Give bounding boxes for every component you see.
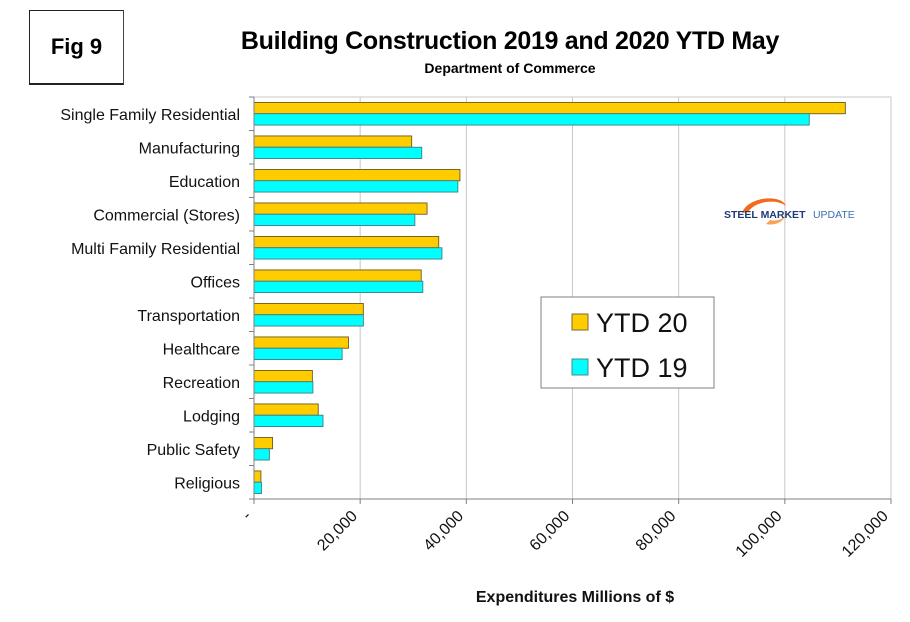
category-label: Religious — [174, 475, 240, 492]
category-label: Offices — [191, 274, 241, 291]
bar-ytd19 — [253, 314, 364, 327]
logo-swoosh-lower-icon — [766, 212, 787, 225]
bar-ytd20 — [253, 269, 422, 282]
bar-ytd20 — [253, 235, 440, 249]
bar-ytd19 — [253, 381, 314, 394]
legend-box — [540, 296, 715, 389]
legend-label-ytd20: YTD 20 — [596, 308, 688, 338]
bar-ytd19 — [253, 448, 270, 461]
category-label: Transportation — [137, 308, 240, 325]
figure-label: Fig 9 — [50, 34, 103, 59]
chart-subtitle: Department of Commerce — [424, 60, 596, 76]
bar-ytd20 — [253, 403, 319, 416]
category-label: Healthcare — [163, 341, 240, 358]
bar-ytd19 — [253, 280, 424, 294]
svg-text:STEEL MARKET UPDATE: STEEL MARKET UPDATE — [724, 205, 855, 222]
bar-ytd20 — [253, 470, 262, 483]
legend: YTD 20 YTD 19 — [540, 296, 715, 389]
bar-ytd19 — [253, 414, 324, 428]
legend-swatch-ytd20 — [571, 313, 589, 331]
axes — [249, 96, 892, 504]
bar-ytd20 — [253, 202, 428, 215]
bar-ytd19 — [253, 146, 423, 160]
logo-text-bold: STEEL MARKET — [724, 209, 806, 221]
category-label: Single Family Residential — [60, 107, 240, 124]
bar-ytd20 — [253, 370, 313, 383]
x-tick-labels: - 20,000 40,000 60,000 80,000 100,000 120,000 — [239, 508, 892, 561]
x-tick-label: 60,000 — [527, 508, 574, 555]
x-tick-label: - — [239, 508, 255, 524]
legend-swatch-ytd19 — [571, 358, 589, 376]
chart-title: Building Construction 2019 and 2020 YTD … — [240, 27, 780, 55]
logo-text-light: UPDATE — [813, 209, 855, 221]
legend-label-ytd19: YTD 19 — [596, 353, 688, 383]
x-tick-label: 100,000 — [733, 508, 786, 561]
bar-ytd20 — [253, 303, 364, 316]
category-labels: Single Family Residential Manufacturing Ed… — [60, 107, 240, 493]
bar-ytd20 — [253, 135, 413, 148]
x-tick-label: 80,000 — [633, 508, 680, 555]
category-label: Education — [169, 174, 240, 191]
bar-ytd19 — [253, 113, 810, 126]
category-label: Public Safety — [147, 442, 240, 459]
logo-swoosh-icon — [742, 198, 786, 213]
category-label: Lodging — [183, 408, 240, 425]
category-label: Manufacturing — [139, 140, 240, 157]
bar-ytd19 — [253, 180, 459, 193]
x-tick-label: 40,000 — [421, 508, 468, 555]
bar-ytd20 — [253, 437, 274, 450]
steel-market-update-logo: STEEL MARKET UPDATE — [724, 198, 855, 225]
bar-ytd19 — [253, 481, 262, 495]
category-label: Commercial (Stores) — [93, 207, 240, 224]
bar-ytd20 — [253, 101, 846, 115]
category-label: Recreation — [163, 375, 240, 392]
x-tick-label: 120,000 — [839, 508, 892, 561]
bar-ytd19 — [253, 247, 443, 260]
bar-ytd19 — [253, 347, 343, 361]
figure-label-box: Fig 9 — [29, 10, 124, 85]
bar-ytd19 — [253, 213, 416, 227]
bar-ytd20 — [253, 168, 461, 182]
x-axis-title: Expenditures Millions of $ — [476, 589, 674, 606]
x-tick-label: 20,000 — [314, 508, 361, 555]
category-label: Multi Family Residential — [71, 241, 240, 258]
bar-ytd20 — [253, 336, 349, 349]
